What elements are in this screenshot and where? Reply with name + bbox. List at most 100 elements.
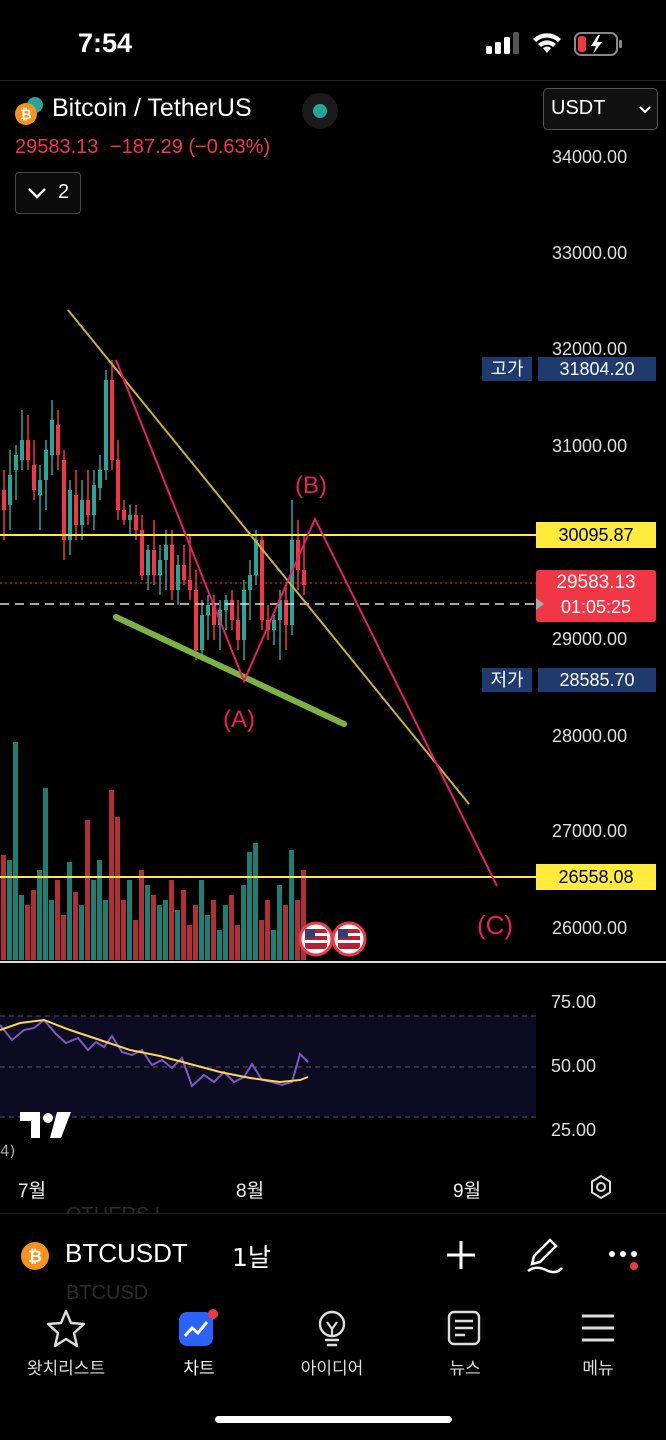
candle-body [200,615,204,650]
tab-ideas[interactable]: 아이디어 [272,1308,392,1379]
market-status-icon[interactable] [302,93,338,129]
indicator-count: 2 [58,181,70,203]
candle-body [272,620,276,630]
watermark-text: BTCUSD [66,1282,149,1304]
volume-bar [259,920,264,960]
add-button[interactable] [445,1239,477,1271]
indicator-toggle-button[interactable]: 2 [15,172,81,214]
news-icon [447,1310,481,1346]
volume-bar [31,890,36,960]
candle-body [278,600,282,620]
candle-body [194,590,198,650]
candle-body [164,545,168,560]
volume-bar [7,860,12,960]
candle-body [296,540,300,570]
tab-label: 차트 [183,1359,215,1379]
volume-bar [127,880,132,960]
candle-body [230,600,234,620]
chevron-down-icon [639,106,651,114]
volume-bar [265,900,270,960]
rsi-tick: 75.00 [551,992,597,1012]
candle-body [170,545,174,590]
candle-body [56,425,60,455]
candle-body [86,500,90,515]
level-tag-upper: 30095.87 [536,522,656,548]
candle-body [14,455,18,470]
candle-body [176,565,180,590]
tab-label: 아이디어 [300,1359,364,1379]
home-indicator [215,1416,452,1423]
chart-settings-icon[interactable] [588,1174,614,1200]
lightbulb-icon [318,1310,346,1347]
rsi-band [0,1016,536,1117]
candle-body [62,460,66,540]
volume-bar [139,870,144,960]
menu-icon [582,1314,614,1342]
candle-body [2,490,6,510]
candle-body [140,530,144,575]
volume-bar [43,788,48,960]
volume-bar [277,885,282,960]
price-chart[interactable] [0,140,666,1210]
volume-bar [223,905,228,960]
candle-body [80,500,84,525]
volume-bar [13,742,18,960]
volume-bar [25,905,30,960]
candle-body [122,510,126,520]
volume-bar [247,852,252,960]
wave-label-b: (B) [295,472,327,499]
candle-body [146,550,150,575]
candle-body [260,540,264,620]
volume-bars [1,742,306,960]
currency-value: USDT [551,97,606,119]
level-tag-lower: 26558.08 [536,864,656,890]
rsi-line [0,1018,309,1088]
tab-news[interactable]: 뉴스 [405,1308,525,1379]
candle-body [110,380,114,460]
volume-bar [121,900,126,960]
tab-label: 왓치리스트 [26,1359,106,1379]
volume-bar [1,855,6,960]
star-icon [46,1309,86,1348]
candle-body [254,540,258,575]
candle-body [236,620,240,640]
last-price: 29583.13 [15,136,99,158]
bitcoin-logo-icon: ₿ [14,96,48,126]
candle-body [26,440,30,460]
more-button[interactable] [607,1244,643,1272]
bitcoin-logo-icon: ₿ [20,1241,50,1271]
price-tick: 29000.00 [552,629,628,649]
tab-chart[interactable]: 차트 [139,1308,259,1379]
chevron-down-icon [28,188,46,199]
volume-bar [295,900,300,960]
high-label-tag: 고가 [482,357,532,381]
volume-bar [55,880,60,960]
price-tick: 27000.00 [552,821,628,841]
tradingview-logo-icon [20,1110,72,1140]
volume-bar [241,885,246,960]
volume-bar [151,895,156,960]
symbol-search-button[interactable]: BTCUSDT [65,1238,188,1268]
downtrend-line [67,309,470,805]
volume-bar [301,870,306,960]
volume-bar [217,930,222,960]
crosshair-handle-icon[interactable] [536,598,544,610]
candle-body [116,460,120,510]
time-tick: 7월 [18,1181,47,1202]
tab-menu[interactable]: 메뉴 [538,1308,658,1379]
candle-body [224,600,228,610]
svg-text:₿: ₿ [20,107,31,123]
price-tick: 33000.00 [552,243,628,263]
candle-body [206,605,210,615]
us-flag-marker [331,921,367,957]
candle-body [32,465,36,490]
volume-bar [91,880,96,960]
currency-select[interactable]: USDT [543,88,658,130]
tab-watchlist[interactable]: 왓치리스트 [6,1308,126,1379]
volume-bar [211,900,216,960]
candle-body [218,610,222,625]
interval-button[interactable]: 1날 [232,1243,271,1272]
volume-bar [115,817,120,960]
drawing-tools-button[interactable] [524,1234,564,1274]
volume-bar [133,920,138,960]
